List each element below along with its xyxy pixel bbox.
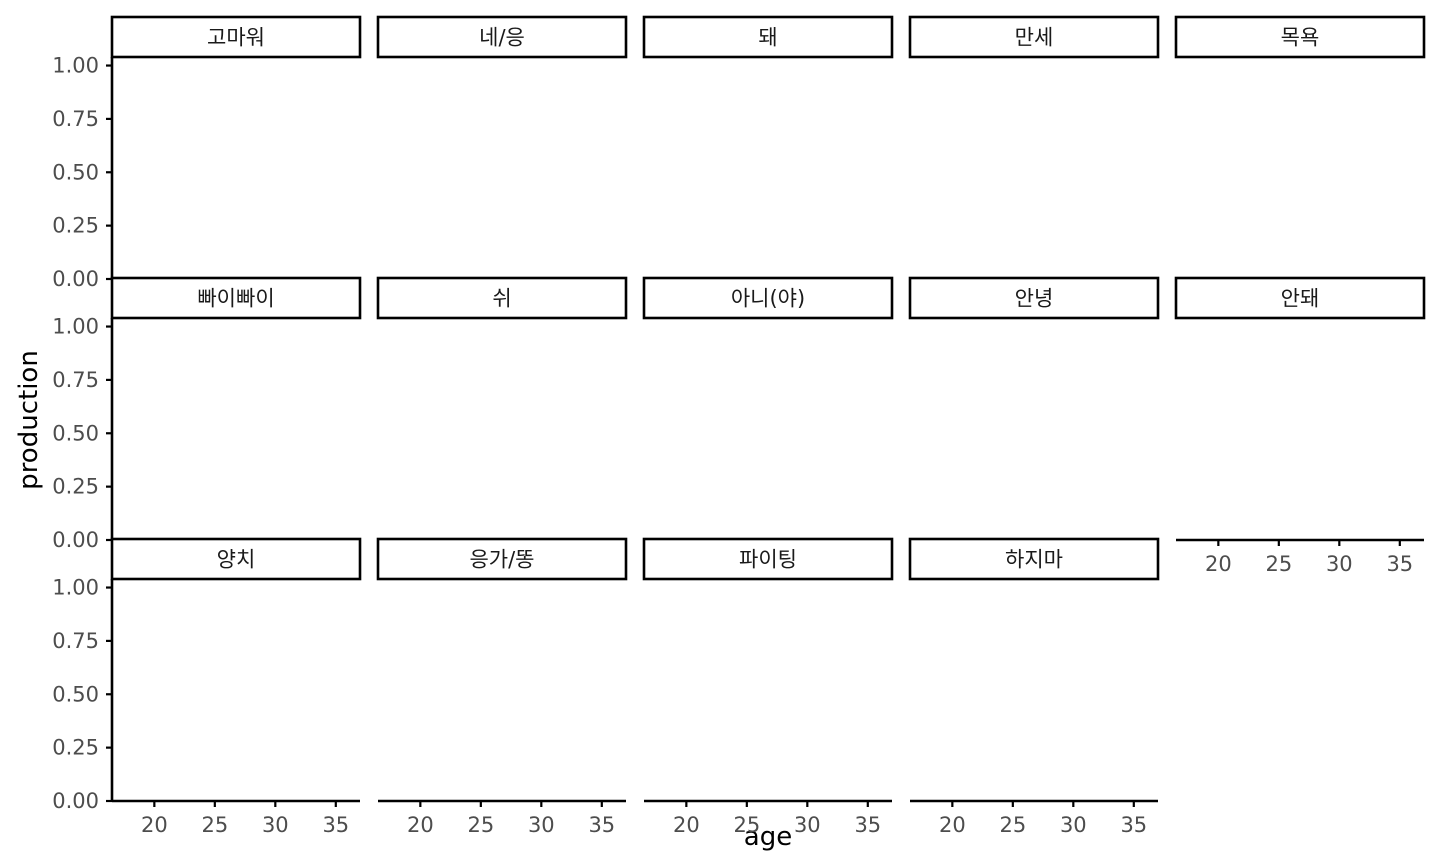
facet-strip-label: 응가/똥 — [469, 548, 534, 572]
facet-strip — [110, 537, 362, 581]
facet-panel: 네/응 — [376, 15, 628, 59]
facet-strip-label: 돼 — [758, 26, 777, 50]
x-tick-label: 20 — [673, 813, 700, 837]
facet-strip-label: 양치 — [217, 548, 256, 572]
x-tick-label: 30 — [262, 813, 289, 837]
facet-strip-label: 안돼 — [1281, 287, 1320, 311]
facet-strip — [642, 276, 894, 320]
facet-panel: 돼 — [642, 15, 894, 59]
facet-strip — [1174, 276, 1426, 320]
facet-strip-label: 빠이빠이 — [197, 287, 274, 311]
facet-strip-label: 쉬 — [492, 287, 511, 311]
facet-strip-label: 파이팅 — [739, 548, 797, 572]
y-tick-label: 0.25 — [52, 736, 99, 760]
x-tick-label: 35 — [1386, 552, 1413, 576]
facet-strip-label: 아니(야) — [731, 287, 805, 311]
y-tick-label: 0.00 — [52, 528, 99, 552]
facet-strip-label: 네/응 — [479, 26, 525, 50]
y-tick-label: 0.50 — [52, 160, 99, 184]
x-tick-label: 20 — [407, 813, 434, 837]
facet-strip-label: 만세 — [1015, 26, 1054, 50]
facet-panel: 하지마 20 25 30 35 — [908, 537, 1160, 837]
x-tick-label: 20 — [939, 813, 966, 837]
x-tick-label: 30 — [1326, 552, 1353, 576]
x-tick-label: 25 — [201, 813, 228, 837]
y-tick-label: 0.25 — [52, 475, 99, 499]
facet-panel: 아니(야) — [642, 276, 894, 320]
x-tick-label: 20 — [1205, 552, 1232, 576]
y-tick-label: 0.75 — [52, 629, 99, 653]
facet-strip — [110, 276, 362, 320]
facet-strip — [642, 537, 894, 581]
facet-strip — [376, 276, 628, 320]
x-axis-title: age — [744, 822, 792, 852]
x-tick-label: 30 — [1060, 813, 1087, 837]
facet-panel: 만세 — [908, 15, 1160, 59]
x-tick-label: 25 — [733, 813, 760, 837]
facet-panel: 파이팅 20 25 30 35 — [642, 537, 894, 837]
y-tick-label: 0.75 — [52, 107, 99, 131]
facet-strip — [908, 276, 1160, 320]
facet-panel: 쉬 — [376, 276, 628, 320]
facet-strip-label: 고마워 — [207, 26, 265, 50]
facet-strip-label: 목욕 — [1281, 26, 1320, 50]
x-tick-label: 25 — [999, 813, 1026, 837]
facet-strip — [642, 15, 894, 59]
y-tick-label: 0.50 — [52, 421, 99, 445]
x-tick-label: 25 — [1265, 552, 1292, 576]
facet-panel: 응가/똥 20 25 30 35 — [376, 537, 628, 837]
x-tick-label: 35 — [854, 813, 881, 837]
facet-strip-label: 하지마 — [1005, 548, 1063, 572]
x-tick-label: 20 — [141, 813, 168, 837]
facet-strip — [1174, 15, 1426, 59]
facet-strip — [376, 15, 628, 59]
x-tick-label: 25 — [467, 813, 494, 837]
y-tick-label: 0.75 — [52, 368, 99, 392]
y-tick-label: 0.25 — [52, 214, 99, 238]
y-tick-label: 1.00 — [52, 576, 99, 600]
facet-strip — [908, 15, 1160, 59]
facet-panel: 안돼 20 25 30 35 — [1174, 276, 1426, 576]
y-tick-label: 0.50 — [52, 682, 99, 706]
facet-panel: 고마워 0.00 0.25 0.50 0.75 1.00 — [52, 15, 362, 291]
facet-strip — [110, 15, 362, 59]
facet-panel: 안녕 — [908, 276, 1160, 320]
y-tick-label: 0.00 — [52, 789, 99, 813]
x-tick-label: 35 — [588, 813, 615, 837]
x-tick-label: 30 — [528, 813, 555, 837]
y-tick-label: 1.00 — [52, 315, 99, 339]
facet-strip-label: 안녕 — [1015, 287, 1054, 311]
x-tick-label: 30 — [794, 813, 821, 837]
x-tick-label: 35 — [1120, 813, 1147, 837]
facet-strip — [908, 537, 1160, 581]
y-tick-label: 1.00 — [52, 54, 99, 78]
facet-strip — [376, 537, 628, 581]
y-axis-title: production — [14, 350, 44, 490]
facet-panel: 양치 0.00 0.25 0.50 0.75 1.00 20 25 30 35 — [52, 537, 362, 837]
facet-panel: 목욕 — [1174, 15, 1426, 59]
facet-panel: 빠이빠이 0.00 0.25 0.50 0.75 1.00 — [52, 276, 362, 552]
y-tick-label: 0.00 — [52, 267, 99, 291]
x-tick-label: 35 — [322, 813, 349, 837]
